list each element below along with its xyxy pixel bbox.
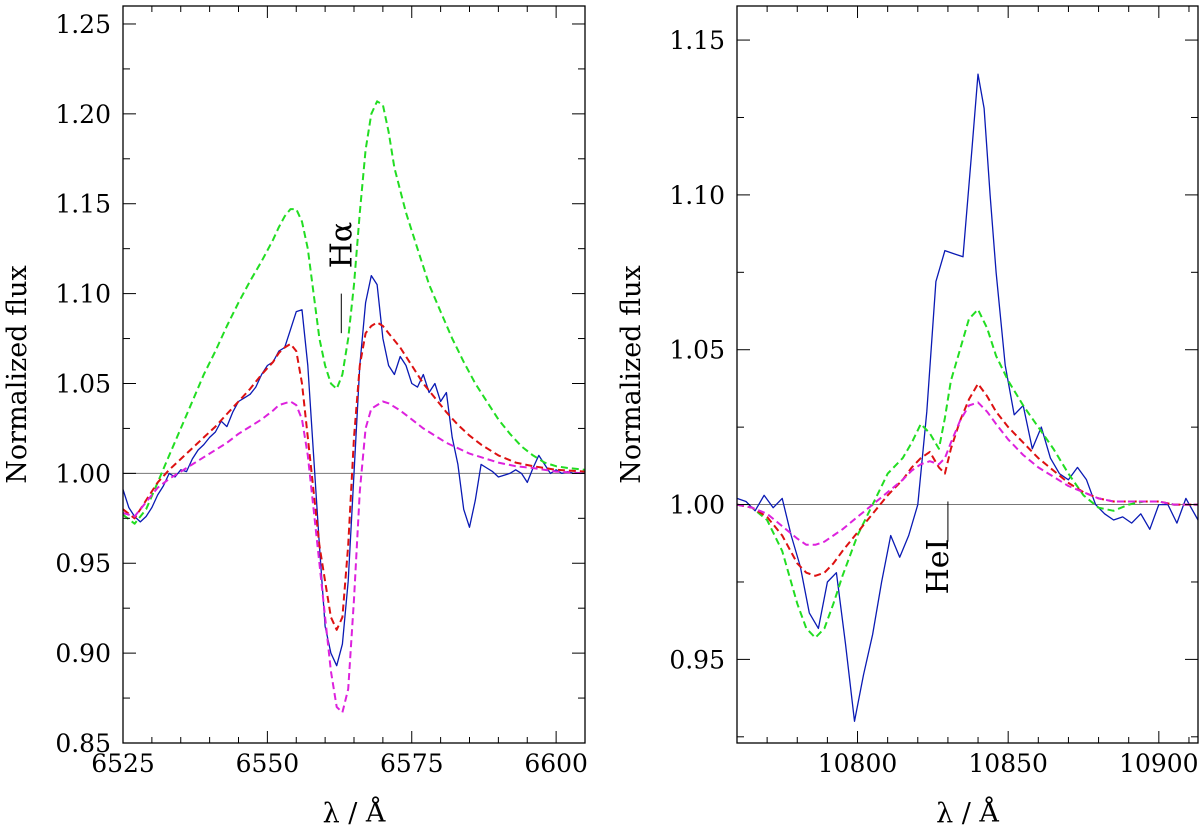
y-axis-title: Normalized flux [616,265,647,483]
x-tick-label: 6525 [91,749,155,778]
plot-frame [736,5,1199,744]
series-model-magenta [736,401,1198,546]
y-tick-label: 0.95 [55,549,111,578]
series-model-magenta [122,400,586,714]
plot-frame [122,5,586,744]
line-annotation: Hα [324,222,359,268]
series-model-red [736,382,1198,577]
y-tick-label: 1.05 [55,369,111,398]
y-tick-label: 0.95 [669,645,725,674]
y-axis-title: Normalized flux [2,265,33,483]
x-tick-label: 10900 [1119,749,1199,778]
series-model-green [122,100,586,525]
y-tick-label: 1.25 [55,10,111,39]
y-tick-label: 1.15 [55,190,111,219]
y-tick-label: 1.10 [669,181,725,210]
x-axis-title: λ / Å [323,796,386,825]
panel-he-i: 10800 10850 10900 0.95 1.00 1.05 1.10 1.15 λ / Å… [616,5,1199,825]
y-tick-label: 0.90 [55,639,111,668]
series-observed [122,274,585,667]
y-tick-label: 1.05 [669,336,725,365]
y-tick-label: 0.85 [55,729,111,758]
y-tick-label: 1.00 [55,459,111,488]
x-tick-label: 10850 [968,749,1048,778]
line-annotation: HeI [921,539,956,595]
series-model-green [736,308,1198,639]
panel-h-alpha: 6525 6550 6575 6600 0.85 0.90 0.95 1.00 1.05 1.10… [2,5,588,825]
x-tick-label: 6550 [236,749,300,778]
x-tick-label: 6575 [380,749,444,778]
y-tick-label: 1.10 [55,280,111,309]
y-tick-label: 1.20 [55,100,111,129]
series-observed [736,73,1199,722]
y-tick-label: 1.15 [669,26,725,55]
series-model-red [122,321,586,631]
x-tick-label: 10800 [818,749,898,778]
x-tick-label: 6600 [524,749,588,778]
x-axis-title: λ / Å [936,796,999,825]
y-tick-label: 1.00 [669,491,725,520]
